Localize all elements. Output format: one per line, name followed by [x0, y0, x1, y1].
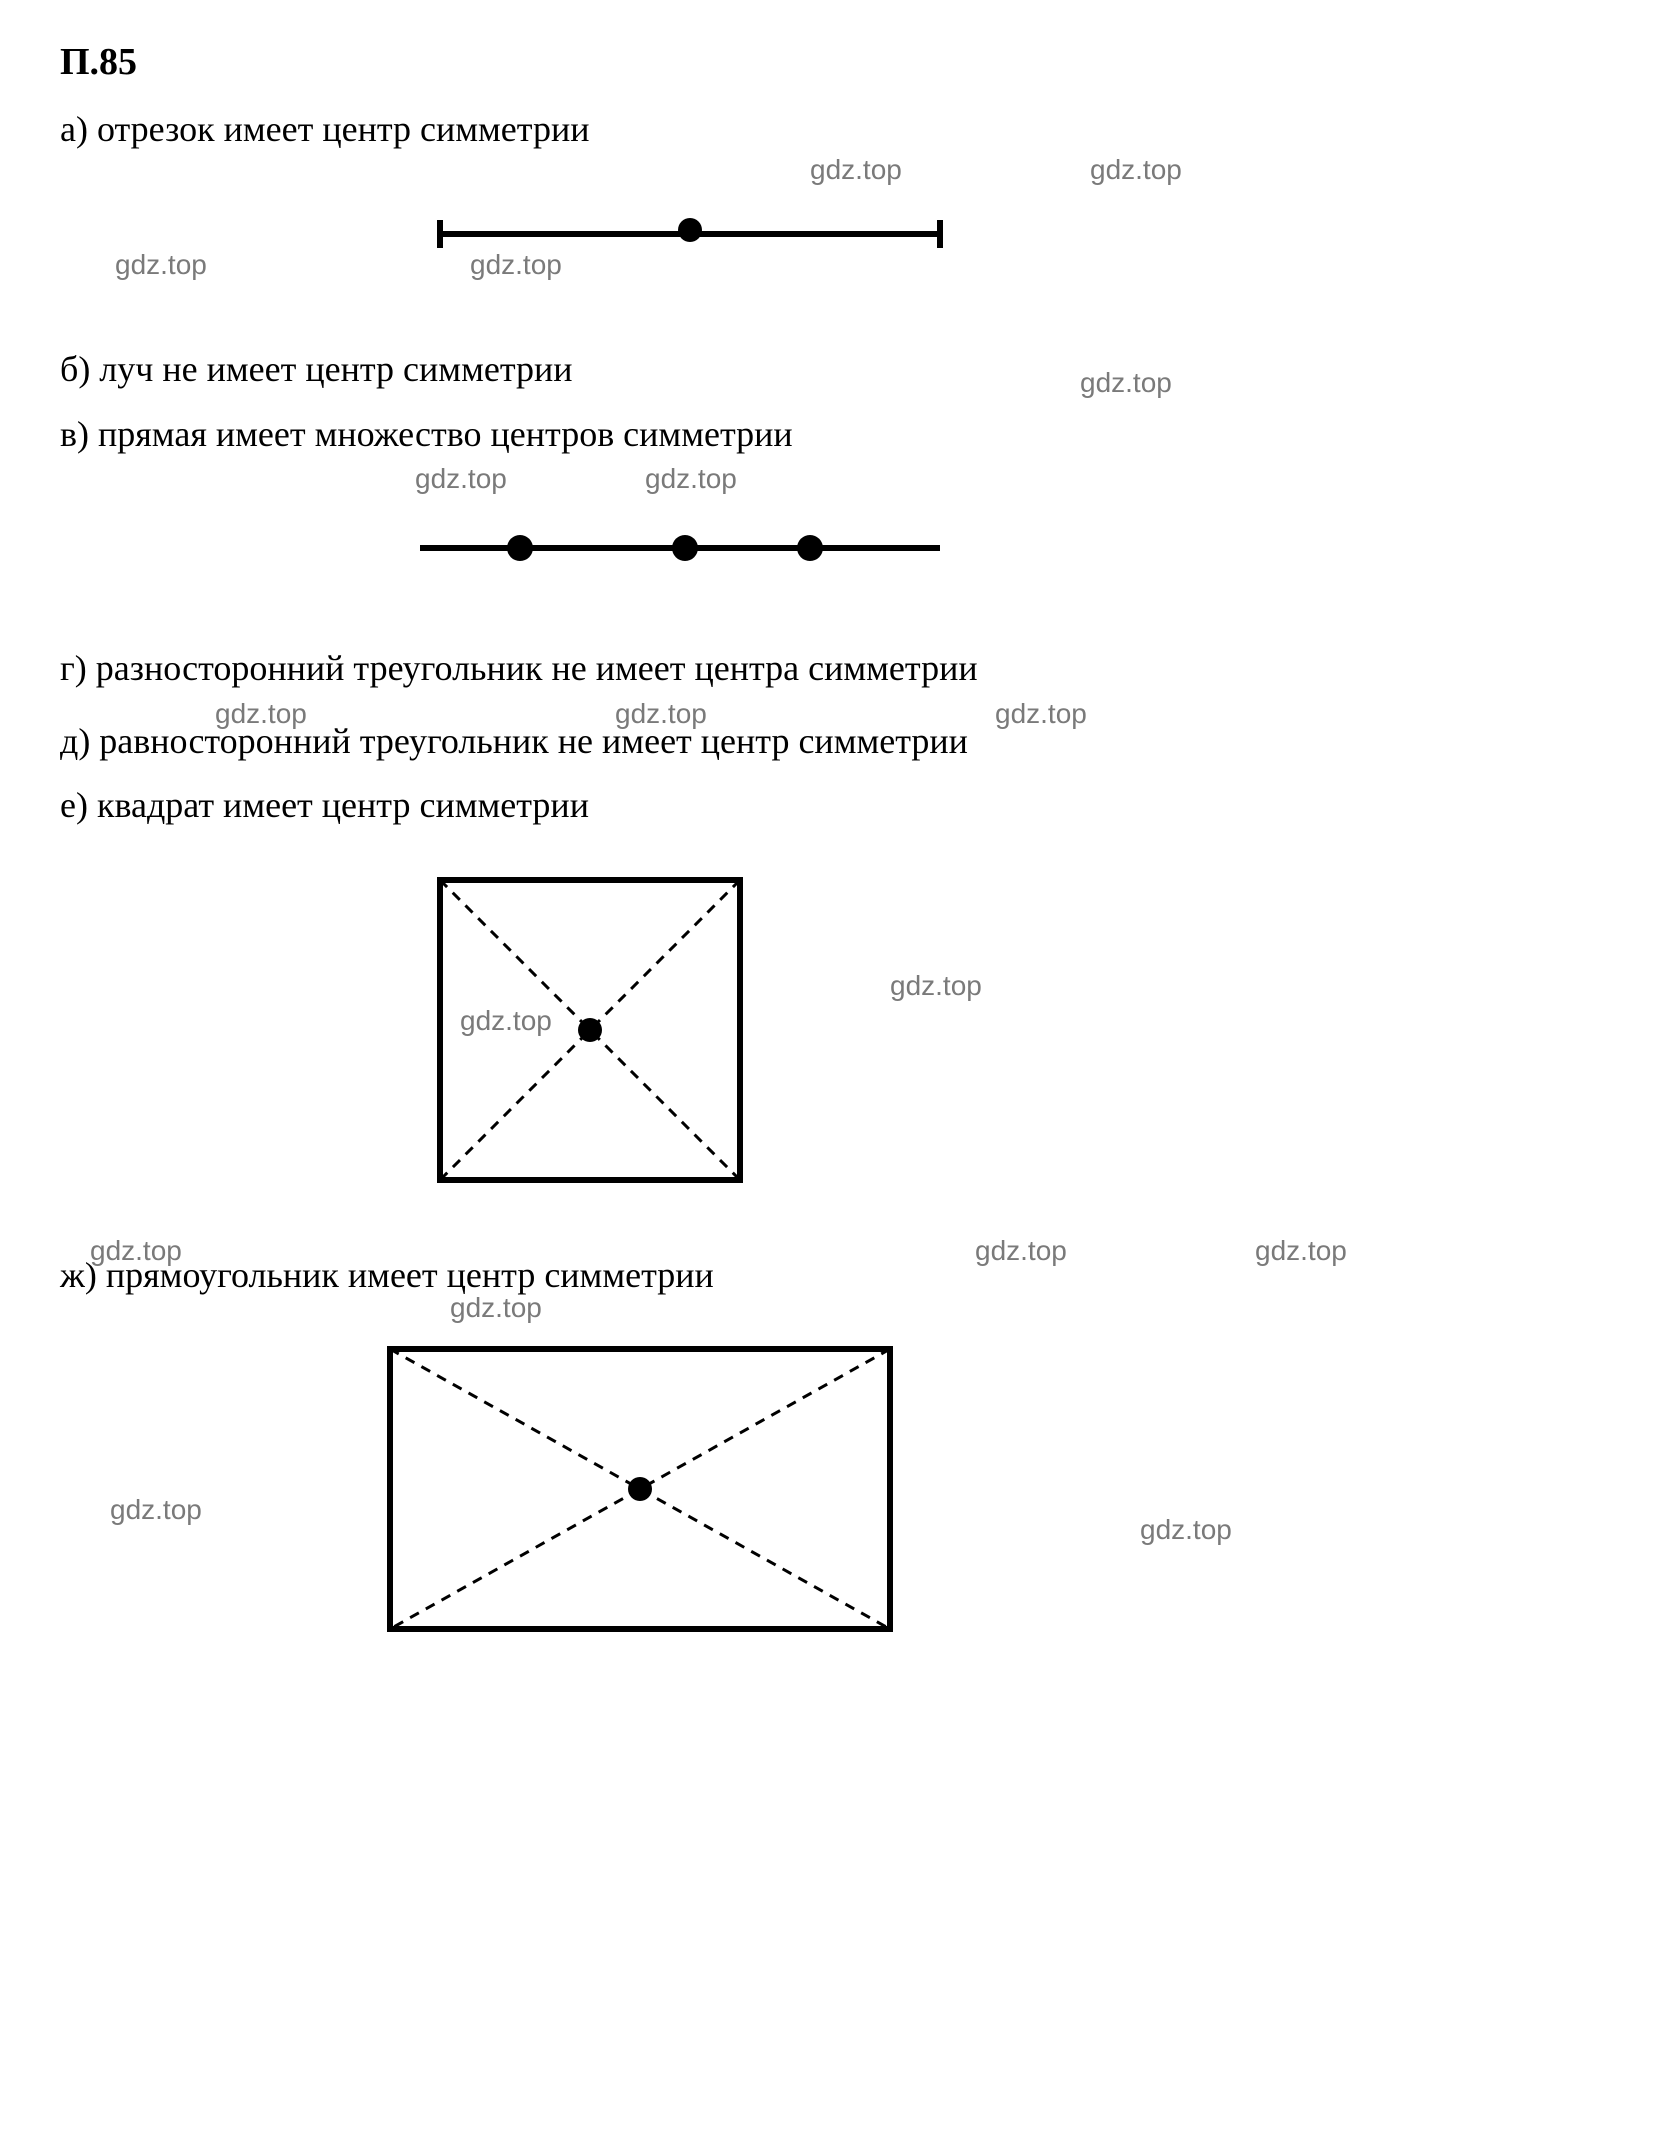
- segment-svg: [340, 194, 1040, 314]
- watermark: gdz.top: [110, 1494, 202, 1526]
- line-e: е) квадрат имеет центр симметрии: [60, 780, 1620, 830]
- watermark: gdz.top: [115, 249, 207, 281]
- square-svg: [410, 850, 790, 1230]
- watermark: gdz.top: [415, 463, 507, 495]
- line-v: в) прямая имеет множество центров симмет…: [60, 409, 1620, 459]
- watermark: gdz.top: [890, 970, 982, 1002]
- figure-square-block: gdz.top gdz.top: [410, 850, 1620, 1230]
- watermark: gdz.top: [645, 463, 737, 495]
- line-b: б) луч не имеет центр симметрии: [60, 344, 1620, 394]
- figure-segment-block: gdz.top gdz.top gdz.top gdz.top: [340, 174, 1620, 314]
- watermark: gdz.top: [1140, 1514, 1232, 1546]
- title: П.85: [60, 40, 1620, 84]
- line-zh: ж) прямоугольник имеет центр симметрии: [60, 1250, 1620, 1300]
- line-g: г) разносторонний треугольник не имеет ц…: [60, 643, 1620, 693]
- rectangle-svg: [360, 1319, 940, 1659]
- figure-rectangle-block: gdz.top gdz.top: [360, 1319, 1620, 1669]
- line-svg: [340, 503, 1040, 603]
- line-d: д) равносторонний треугольник не имеет ц…: [60, 716, 1620, 766]
- line-v-block: gdz.top в) прямая имеет множество центро…: [60, 409, 1620, 459]
- line-zh-block: gdz.top gdz.top gdz.top ж) прямоугольник…: [60, 1250, 1620, 1300]
- figure-line-block: gdz.top gdz.top: [340, 473, 1620, 603]
- watermark: gdz.top: [1090, 154, 1182, 186]
- watermark: gdz.top: [810, 154, 902, 186]
- line-a: а) отрезок имеет центр симметрии: [60, 104, 1620, 154]
